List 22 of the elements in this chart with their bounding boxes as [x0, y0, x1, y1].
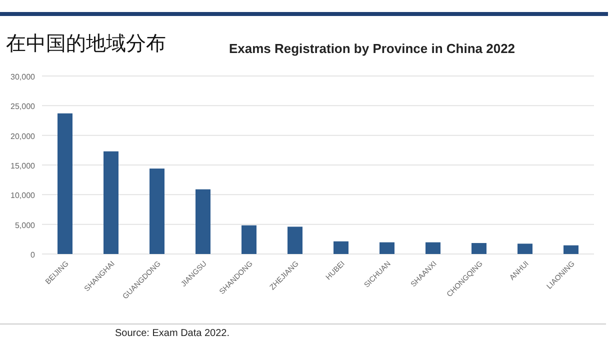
bar	[150, 168, 164, 254]
bar	[564, 245, 578, 254]
bar	[472, 243, 486, 254]
chart-title: Exams Registration by Province in China 2022	[228, 41, 516, 56]
bar	[58, 113, 72, 254]
bar	[242, 225, 256, 254]
y-tick-label: 25,000	[10, 102, 36, 112]
bar	[380, 242, 394, 254]
y-tick-label: 30,000	[10, 72, 36, 82]
source-note: Source: Exam Data 2022.	[115, 328, 230, 339]
y-tick-label: 10,000	[10, 191, 36, 200]
y-tick-label: 0	[30, 250, 36, 260]
bar	[104, 151, 118, 254]
bar	[518, 244, 532, 254]
bar	[196, 189, 210, 254]
bar	[288, 226, 302, 254]
y-tick-label: 20,000	[10, 132, 36, 141]
chart-subtitle: 在中国的地域分布	[6, 33, 166, 55]
bar	[426, 242, 440, 254]
y-tick-label: 5,000	[14, 220, 36, 230]
y-tick-label: 15,000	[10, 162, 36, 170]
bar	[334, 241, 348, 254]
